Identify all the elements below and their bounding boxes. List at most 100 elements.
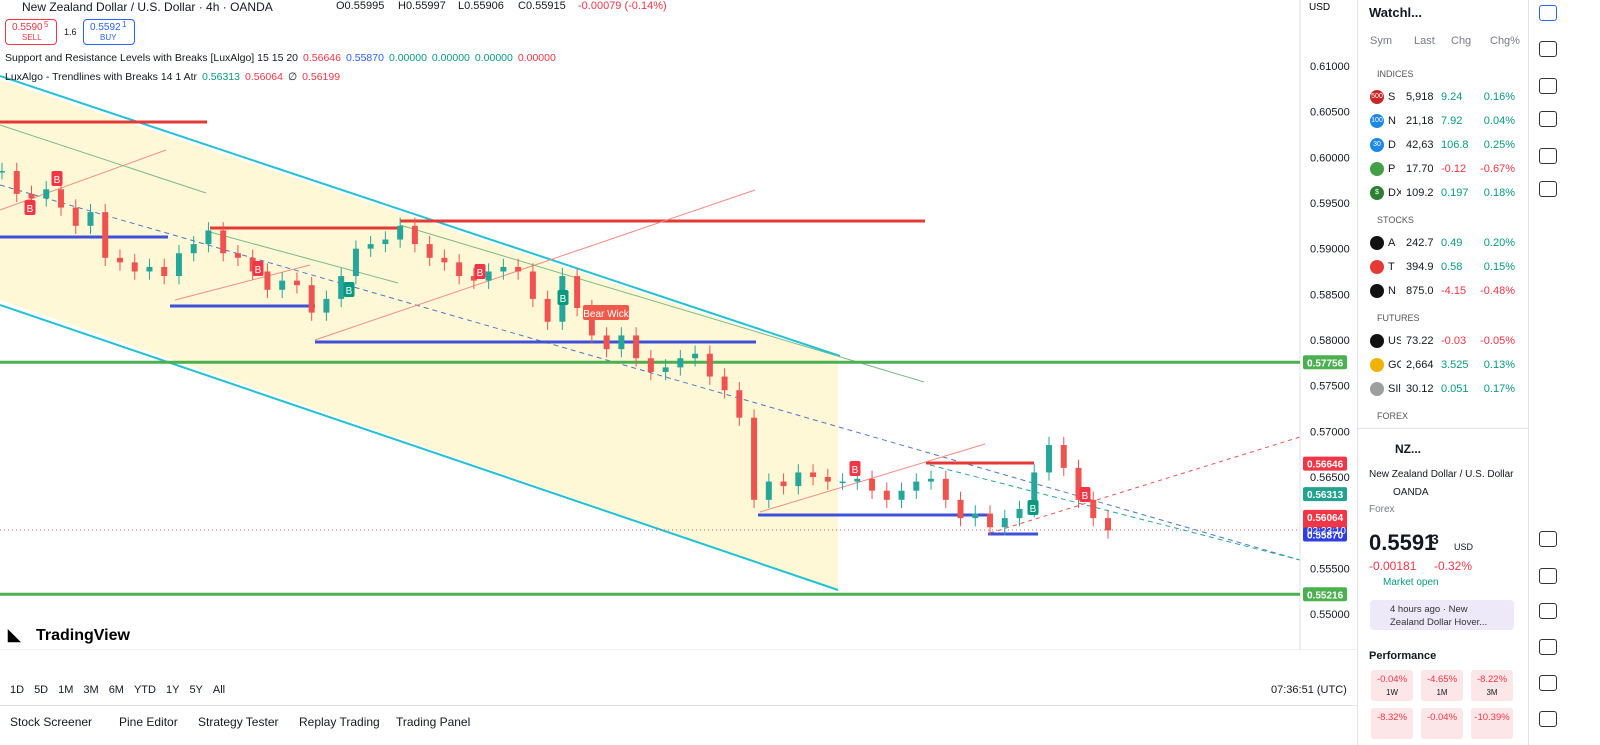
candle [1075,467,1082,500]
sidebar-icon[interactable] [1539,181,1557,197]
bottom-tab[interactable]: Replay Trading [299,715,380,729]
signal-box [252,261,264,276]
bottom-tab[interactable]: Strategy Tester [198,715,279,729]
range-button[interactable]: 5Y [189,684,203,696]
candle [485,271,492,281]
price-tick: 0.59000 [1310,244,1350,256]
signal-label: B [346,286,353,297]
row-icon [1370,162,1384,176]
trendline [0,124,207,194]
row-symbol[interactable]: US [1388,335,1401,347]
row-symbol[interactable]: SIl [1388,383,1401,395]
details-price-sup: 3 [1431,531,1439,547]
section-title: FOREX [1377,411,1409,421]
spread: 1.6 [64,27,77,37]
details-change-pct: -0.32% [1434,559,1473,573]
sell-button[interactable]: 0.5590 5 SELL [5,19,57,45]
row-pct: 0.17% [1483,383,1515,395]
ohlc: O0.55995 [336,0,385,12]
candle [57,189,64,208]
row-symbol[interactable]: D [1388,139,1396,151]
price-tag-label: 0.56064 [1307,513,1344,524]
range-button[interactable]: YTD [133,684,156,696]
candle [279,280,286,290]
indicator-name: Support and Resistance Levels with Break… [5,52,299,64]
range-button[interactable]: 6M [108,684,124,696]
candle [854,478,861,482]
row-symbol[interactable]: P [1388,163,1396,175]
news-text: 4 hours ago · New Zealand Dollar Hover..… [1390,604,1488,628]
bottom-tab[interactable]: Stock Screener [10,715,93,729]
candle [234,253,241,258]
row-last: 17.70 [1406,163,1434,175]
range-button[interactable]: 1D [10,684,25,696]
row-symbol[interactable]: A [1388,237,1396,249]
range-button[interactable]: 1Y [165,684,180,696]
sidebar-icon[interactable] [1539,568,1557,584]
candle [810,472,817,477]
row-icon: 100 [1370,114,1384,128]
candle [721,376,728,391]
indicator-value: 0.56064 [244,71,283,83]
row-symbol[interactable]: S [1388,91,1396,103]
range-button[interactable]: 3M [83,684,99,696]
candle [293,280,300,286]
signal-label: Bear Wick [583,309,630,320]
performance-value: -0.04% [1426,712,1458,723]
sidebar-icon[interactable] [1539,111,1557,127]
range-button[interactable]: 5D [34,684,49,696]
price-tick: 0.57000 [1310,426,1350,438]
bottom-tab[interactable]: Trading Panel [396,715,471,729]
sidebar-icon[interactable] [1539,531,1557,547]
signal-box [343,282,355,297]
watchlist-title[interactable]: Watchl... [1369,5,1422,20]
price-tick: 0.58000 [1310,335,1350,347]
sidebar-icon[interactable] [1539,41,1557,57]
price-tag [1303,527,1347,542]
row-symbol[interactable]: N [1388,115,1396,127]
signal-box [24,200,36,215]
price-tag [1303,487,1347,502]
column-header: Chg [1451,35,1472,47]
sidebar-icon[interactable] [1539,675,1557,691]
chart: 0.61000 0.60500 0.60000 0.59500 0.59000 0.585… [0,0,1357,650]
buy-button[interactable]: 0.5592 1 BUY [83,19,135,45]
panel-border [1357,0,1358,745]
candle [1060,445,1067,468]
bottom-tab[interactable]: Pine Editor [119,715,178,729]
price-tick: 0.59500 [1310,198,1350,210]
price-tick: 0.58500 [1310,289,1350,301]
trendline [399,224,925,383]
range-button[interactable]: All [212,684,226,696]
candle [529,271,536,299]
candle [588,308,595,336]
candle [972,513,979,519]
sidebar-icon[interactable] [1539,5,1557,21]
row-last: 875.0 [1406,285,1434,297]
row-symbol[interactable]: N [1388,285,1396,297]
signal-box [1027,500,1039,515]
candle [102,212,109,258]
details-price: 0.5591 [1369,530,1437,555]
candle [13,171,20,194]
sidebar-icon[interactable] [1539,639,1557,655]
row-pct: 0.15% [1483,261,1515,273]
range-button[interactable]: 1M [58,684,74,696]
sidebar-icon[interactable] [1539,711,1557,727]
candle [352,248,359,277]
candle [1031,472,1038,509]
details-exchange: OANDA [1393,487,1429,498]
candle [190,244,197,254]
price-tag [1303,456,1347,471]
performance-cell: -0.04% [1421,708,1463,739]
row-icon [1370,382,1384,396]
candle [43,189,50,199]
row-symbol[interactable]: GC [1388,359,1401,371]
sidebar-icon[interactable] [1539,603,1557,619]
sidebar-icon[interactable] [1539,78,1557,94]
row-symbol[interactable]: T [1388,261,1395,273]
row-symbol[interactable]: DX [1388,187,1401,199]
news-box[interactable]: 4 hours ago · New Zealand Dollar Hover..… [1370,600,1514,630]
sidebar-icon[interactable] [1539,148,1557,164]
